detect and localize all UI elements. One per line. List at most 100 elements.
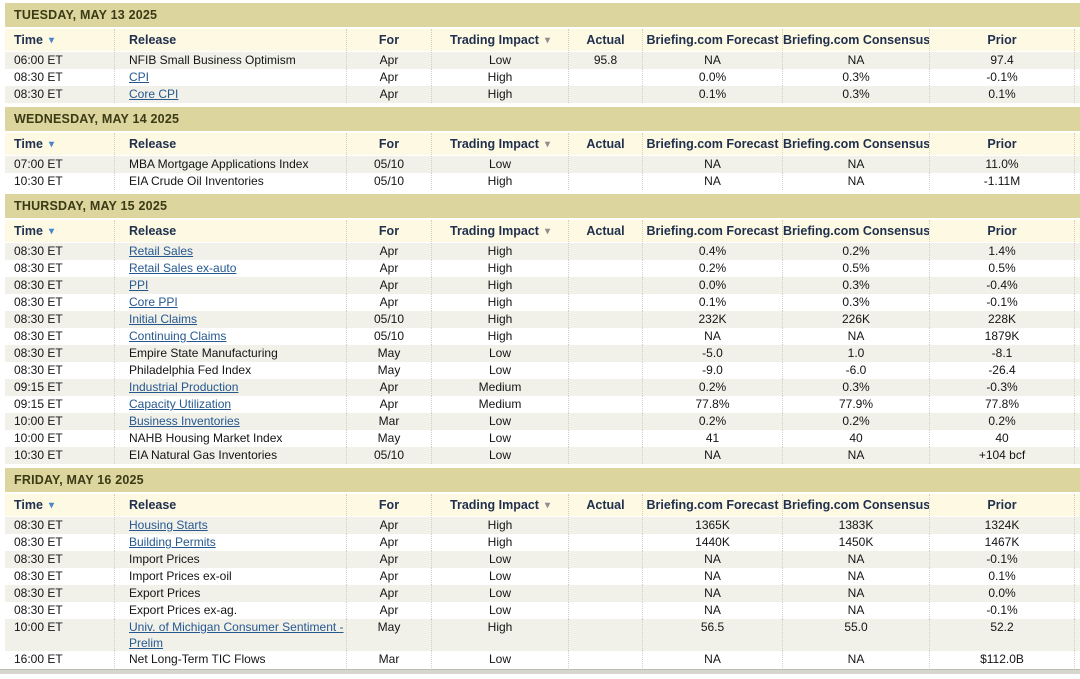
prior-cell: 1467K <box>930 534 1075 551</box>
column-header-row: Time ▾ Release For Trading Impact ▾ Actual Brie… <box>5 29 1080 51</box>
impact-cell: Low <box>432 413 569 430</box>
event-row: 10:00 ET NAHB Housing Market Index May Low 4… <box>5 430 1080 447</box>
column-header-impact[interactable]: Trading Impact ▾ <box>432 133 569 155</box>
impact-cell: High <box>432 294 569 311</box>
release-cell: Initial Claims <box>115 311 347 328</box>
event-row: 10:00 ET Business Inventories Mar Low 0.2% 0.… <box>5 413 1080 430</box>
consensus-cell: 0.2% <box>783 413 930 430</box>
release-link[interactable]: Retail Sales <box>129 244 194 258</box>
horizontal-scrollbar[interactable] <box>0 669 1080 674</box>
row-filler <box>1075 277 1080 294</box>
release-link[interactable]: PPI <box>129 278 149 292</box>
column-header-label: For <box>378 33 400 47</box>
actual-cell <box>569 585 643 602</box>
consensus-cell: NA <box>783 173 930 190</box>
column-header-label: Trading Impact <box>450 33 539 47</box>
actual-cell <box>569 294 643 311</box>
actual-cell <box>569 568 643 585</box>
prior-cell: 1324K <box>930 517 1075 534</box>
release-link[interactable]: Industrial Production <box>129 380 239 394</box>
release-cell: PPI <box>115 277 347 294</box>
column-header-time[interactable]: Time ▾ <box>5 494 115 516</box>
prior-cell: 0.1% <box>930 86 1075 103</box>
event-row: 08:30 ET Export Prices Apr Low NA NA 0.0% <box>5 585 1080 602</box>
for-cell: May <box>347 345 432 362</box>
column-header-time[interactable]: Time ▾ <box>5 220 115 242</box>
release-link[interactable]: Capacity Utilization <box>129 397 232 411</box>
for-cell: Apr <box>347 551 432 568</box>
prior-cell: -0.1% <box>930 602 1075 619</box>
time-cell: 08:30 ET <box>5 362 115 379</box>
release-cell: Continuing Claims <box>115 328 347 345</box>
column-header-time[interactable]: Time ▾ <box>5 29 115 51</box>
release-cell: EIA Crude Oil Inventories <box>115 173 347 190</box>
for-cell: 05/10 <box>347 156 432 173</box>
actual-cell <box>569 69 643 86</box>
for-cell: May <box>347 430 432 447</box>
event-row: 08:30 ET Building Permits Apr High 1440K 1450… <box>5 534 1080 551</box>
release-link[interactable]: Business Inventories <box>129 414 240 428</box>
time-cell: 08:30 ET <box>5 294 115 311</box>
column-header-forecast: Briefing.com Forecast <box>643 220 783 242</box>
prior-cell: $112.0B <box>930 651 1075 668</box>
time-cell: 08:30 ET <box>5 69 115 86</box>
column-header-for: For <box>347 29 432 51</box>
consensus-cell: -6.0 <box>783 362 930 379</box>
row-filler <box>1075 362 1080 379</box>
actual-cell <box>569 277 643 294</box>
row-filler <box>1075 294 1080 311</box>
row-filler <box>1075 568 1080 585</box>
row-filler <box>1075 534 1080 551</box>
forecast-cell: 0.2% <box>643 413 783 430</box>
release-link[interactable]: Initial Claims <box>129 312 198 326</box>
for-cell: Apr <box>347 396 432 413</box>
actual-cell <box>569 86 643 103</box>
time-cell: 08:30 ET <box>5 551 115 568</box>
release-link[interactable]: Building Permits <box>129 535 216 549</box>
for-cell: Apr <box>347 602 432 619</box>
column-header-impact[interactable]: Trading Impact ▾ <box>432 220 569 242</box>
column-header-actual: Actual <box>569 494 643 516</box>
release-link[interactable]: Core PPI <box>129 295 178 309</box>
release-link[interactable]: CPI <box>129 70 150 84</box>
prior-cell: -0.1% <box>930 551 1075 568</box>
for-cell: Apr <box>347 243 432 260</box>
event-row: 07:00 ET MBA Mortgage Applications Index 0… <box>5 156 1080 173</box>
forecast-cell: 0.2% <box>643 260 783 277</box>
row-filler <box>1075 585 1080 602</box>
column-header-label: Time <box>14 498 43 512</box>
time-cell: 08:30 ET <box>5 602 115 619</box>
consensus-cell: 0.3% <box>783 86 930 103</box>
impact-cell: High <box>432 311 569 328</box>
release-link[interactable]: Core CPI <box>129 87 179 101</box>
release-cell: Capacity Utilization <box>115 396 347 413</box>
prior-cell: 52.2 <box>930 619 1075 651</box>
release-cell: CPI <box>115 69 347 86</box>
release-link[interactable]: Housing Starts <box>129 518 208 532</box>
for-cell: Apr <box>347 294 432 311</box>
actual-cell <box>569 651 643 668</box>
prior-cell: +104 bcf <box>930 447 1075 464</box>
column-header-impact[interactable]: Trading Impact ▾ <box>432 29 569 51</box>
column-header-prior: Prior <box>930 494 1075 516</box>
day-section: WEDNESDAY, MAY 14 2025 Time ▾ Release For Tra… <box>5 107 1080 190</box>
for-cell: Mar <box>347 413 432 430</box>
time-cell: 10:30 ET <box>5 173 115 190</box>
release-link[interactable]: Retail Sales ex-auto <box>129 261 237 275</box>
for-cell: 05/10 <box>347 447 432 464</box>
column-header-label: For <box>378 498 400 512</box>
release-cell: Building Permits <box>115 534 347 551</box>
consensus-cell: NA <box>783 585 930 602</box>
consensus-cell: NA <box>783 328 930 345</box>
column-header-time[interactable]: Time ▾ <box>5 133 115 155</box>
column-header-label: Prior <box>987 224 1017 238</box>
forecast-cell: 0.0% <box>643 69 783 86</box>
impact-cell: High <box>432 328 569 345</box>
column-header-impact[interactable]: Trading Impact ▾ <box>432 494 569 516</box>
release-link[interactable]: Univ. of Michigan Consumer Sentiment - P… <box>129 620 344 650</box>
consensus-cell: 1450K <box>783 534 930 551</box>
release-link[interactable]: Continuing Claims <box>129 329 227 343</box>
column-header-label: Briefing.com Consensus <box>783 33 930 47</box>
column-header-label: Briefing.com Forecast <box>646 137 779 151</box>
impact-cell: Low <box>432 602 569 619</box>
